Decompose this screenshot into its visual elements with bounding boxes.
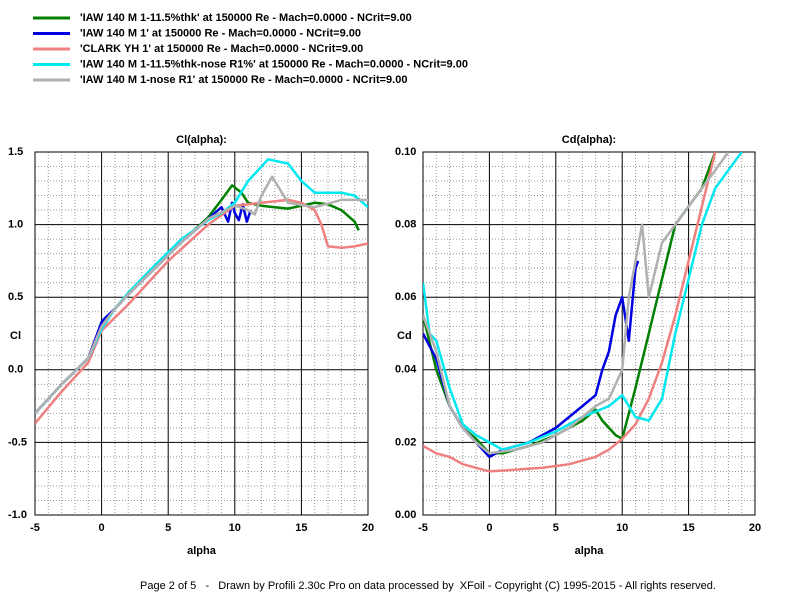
y-tick-label: 0.06: [395, 291, 416, 303]
x-tick-label: -5: [418, 522, 428, 534]
x-tick-label: 5: [553, 522, 559, 534]
y-tick-label: 0.02: [395, 436, 416, 448]
y-tick-label: -1.0: [8, 509, 27, 521]
plot-lines: [423, 152, 743, 473]
legend-label: 'IAW 140 M 1' at 150000 Re - Mach=0.0000…: [80, 27, 361, 39]
y-tick-label: 0.10: [395, 146, 416, 158]
plot-lines: [35, 158, 368, 425]
series-line: [423, 152, 743, 451]
y-axis-label: Cd: [397, 330, 412, 342]
series-line: [35, 201, 252, 415]
legend-label: 'IAW 140 M 1-nose R1' at 150000 Re - Mac…: [80, 74, 407, 86]
x-tick-label: 15: [682, 522, 694, 534]
x-tick-label: 10: [616, 522, 628, 534]
y-tick-label: 1.0: [8, 219, 23, 231]
series-line: [35, 175, 368, 415]
footer: Page 2 of 5 - Drawn by Profili 2.30c Pro…: [140, 580, 716, 592]
x-tick-label: 0: [99, 522, 105, 534]
legend-label: 'IAW 140 M 1-11.5%thk' at 150000 Re - Ma…: [80, 12, 412, 24]
series-line: [35, 158, 368, 415]
y-tick-label: 0.04: [395, 364, 417, 376]
x-axis-label: alpha: [575, 545, 605, 557]
y-tick-label: 0.0: [8, 364, 23, 376]
series-line: [35, 198, 368, 425]
series-line: [423, 152, 730, 455]
legend-label: 'CLARK YH 1' at 150000 Re - Mach=0.0000 …: [80, 43, 363, 55]
legend-label: 'IAW 140 M 1-11.5%thk-nose R1%' at 15000…: [80, 58, 468, 70]
chart-title: Cl(alpha):: [176, 134, 227, 146]
series-line: [35, 184, 360, 415]
x-tick-label: 5: [165, 522, 171, 534]
x-axis-label: alpha: [187, 545, 217, 557]
y-tick-label: 1.5: [8, 146, 23, 158]
plot-frame: [422, 151, 756, 516]
x-tick-label: 10: [229, 522, 241, 534]
y-tick-label: 0.5: [8, 291, 23, 303]
chart-title: Cd(alpha):: [562, 134, 616, 146]
plot-frame: [34, 151, 369, 516]
x-tick-label: -5: [30, 522, 40, 534]
y-tick-label: -0.5: [8, 436, 27, 448]
x-tick-label: 20: [362, 522, 374, 534]
series-line: [423, 260, 640, 459]
x-tick-label: 15: [295, 522, 307, 534]
y-axis-label: Cl: [10, 330, 21, 342]
series-line: [423, 152, 717, 473]
x-tick-label: 0: [486, 522, 492, 534]
y-tick-label: 0.00: [395, 509, 416, 521]
x-tick-label: 20: [749, 522, 761, 534]
y-tick-label: 0.08: [395, 219, 416, 231]
